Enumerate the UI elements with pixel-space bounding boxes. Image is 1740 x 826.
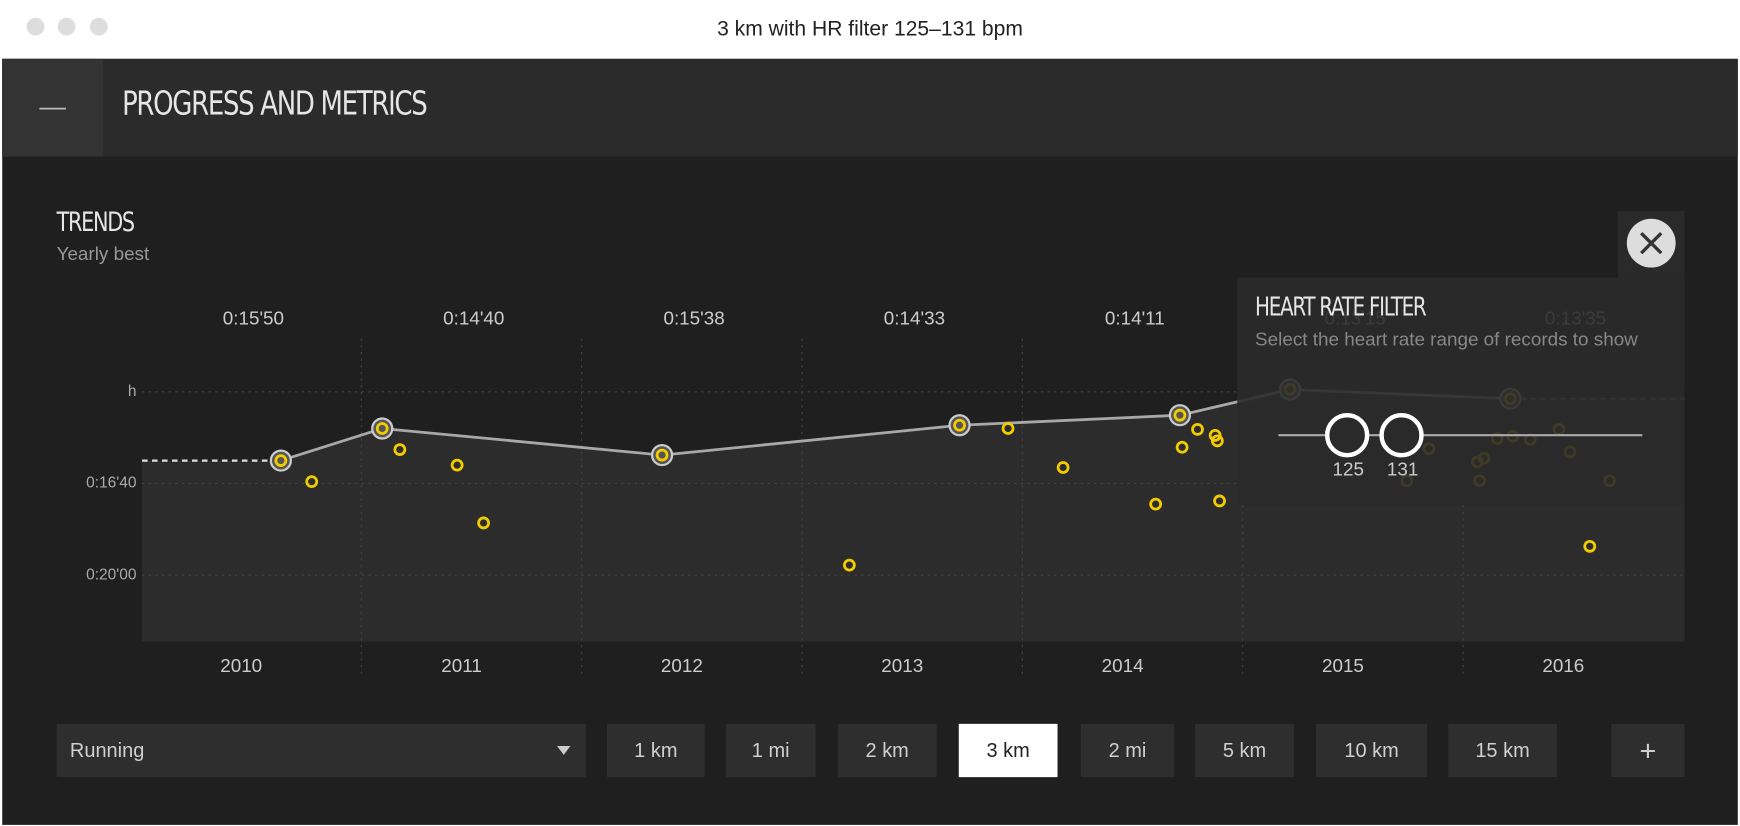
record-point bbox=[1213, 494, 1226, 508]
hr-min: 125 bbox=[1333, 459, 1364, 480]
hr-filter-title: HEART RATE FILTER bbox=[1255, 293, 1427, 322]
sport-label: Running bbox=[69, 739, 145, 762]
record-point bbox=[450, 458, 464, 472]
dropdown-arrow bbox=[557, 746, 571, 755]
slider-handle[interactable] bbox=[1324, 412, 1370, 458]
point-core bbox=[375, 422, 389, 435]
y-tick-label: 0:20'00 bbox=[86, 566, 137, 583]
collapse-button[interactable]: — bbox=[2, 58, 104, 157]
distance-button[interactable]: 3 km bbox=[958, 723, 1058, 778]
x-tick-label: 2015 bbox=[1322, 655, 1364, 676]
point-ring bbox=[1168, 404, 1191, 427]
yearly-best-label: 0:14'40 bbox=[443, 308, 504, 329]
yearly-best-point bbox=[1168, 404, 1191, 427]
distance-button[interactable]: 1 mi bbox=[725, 723, 816, 778]
distance-button[interactable]: 5 km bbox=[1195, 723, 1294, 778]
hr-filter-panel: HEART RATE FILTER Select the heart rate … bbox=[1237, 277, 1685, 506]
distance-button[interactable]: 2 km bbox=[837, 723, 937, 778]
hr-max: 131 bbox=[1387, 459, 1418, 480]
x-tick-label: 2014 bbox=[1102, 655, 1144, 676]
record-point bbox=[1583, 539, 1597, 553]
trends-subtitle: Yearly best bbox=[56, 243, 150, 265]
trends-title: TRENDS bbox=[56, 206, 135, 238]
point-core bbox=[1173, 408, 1187, 422]
point-ring bbox=[650, 443, 674, 467]
yearly-best-label: 0:15'50 bbox=[223, 308, 284, 329]
y-tick-label: 0:16'40 bbox=[86, 475, 137, 492]
distance-button[interactable]: 10 km bbox=[1316, 723, 1428, 778]
yearly-best-point bbox=[650, 443, 674, 467]
record-point bbox=[393, 443, 407, 456]
record-point bbox=[1191, 423, 1204, 436]
slider-handle[interactable] bbox=[1379, 412, 1424, 458]
point-ring bbox=[948, 414, 971, 437]
point-ring bbox=[371, 417, 394, 440]
hr-filter-description: Select the heart rate range of records t… bbox=[1255, 328, 1638, 350]
distance-button[interactable]: 15 km bbox=[1448, 723, 1557, 778]
record-point bbox=[1175, 440, 1189, 454]
point-core bbox=[274, 454, 288, 467]
add-button[interactable]: + bbox=[1611, 723, 1685, 778]
title-bar: 3 km with HR filter 125–131 bpm bbox=[0, 0, 1740, 58]
record-point bbox=[477, 516, 490, 530]
yearly-best-point bbox=[948, 414, 971, 437]
record-point bbox=[1149, 497, 1163, 511]
sport-dropdown[interactable]: Running bbox=[56, 723, 586, 778]
record-point bbox=[1056, 461, 1070, 474]
x-tick-label: 2012 bbox=[661, 655, 703, 676]
yearly-best-label: 0:14'33 bbox=[884, 308, 945, 329]
yearly-best-point bbox=[269, 449, 292, 472]
close-button[interactable] bbox=[1618, 211, 1685, 278]
record-point bbox=[305, 475, 319, 489]
record-point bbox=[842, 558, 856, 572]
point-core bbox=[953, 418, 966, 432]
point-ring bbox=[269, 449, 292, 472]
x-tick-label: 2011 bbox=[441, 655, 482, 676]
x-tick-label: 2010 bbox=[220, 655, 262, 676]
close-area bbox=[1617, 210, 1685, 278]
yearly-best-label: 0:14'11 bbox=[1105, 308, 1165, 329]
yearly-best-label: 0:15'38 bbox=[663, 308, 724, 329]
hr-slider[interactable]: 125 131 bbox=[1237, 400, 1684, 489]
x-tick-label: 2013 bbox=[881, 655, 923, 676]
window-title: 3 km with HR filter 125–131 bpm bbox=[717, 17, 1023, 42]
point-core bbox=[655, 448, 669, 462]
window-controls bbox=[26, 17, 108, 36]
yearly-best-point bbox=[371, 417, 394, 440]
x-tick-label: 2016 bbox=[1542, 655, 1584, 676]
distance-button[interactable]: 1 km bbox=[607, 723, 705, 778]
header-title: PROGRESS AND METRICS bbox=[122, 84, 428, 124]
y-tick-label: h bbox=[128, 383, 137, 400]
distance-button[interactable]: 2 mi bbox=[1080, 723, 1175, 778]
record-point bbox=[1210, 434, 1224, 448]
header bbox=[2, 58, 1738, 157]
record-point bbox=[1001, 422, 1015, 435]
